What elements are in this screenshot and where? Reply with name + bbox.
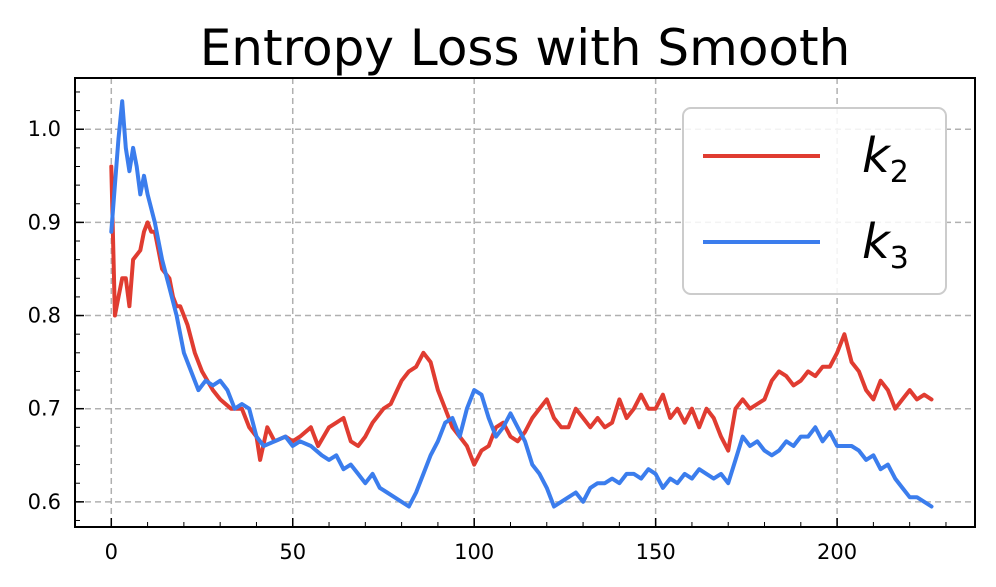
legend-label-k2: k2 — [862, 128, 909, 190]
x-tick-label: 200 — [817, 540, 857, 564]
y-tick-label: 1.0 — [28, 117, 61, 141]
series-line-k3 — [109, 99, 934, 509]
x-tick-label: 0 — [105, 540, 118, 564]
x-tick-label: 100 — [454, 540, 494, 564]
x-tick-label: 150 — [636, 540, 676, 564]
ticks: 0 50 100 150 200 0.6 0.7 0.8 0.9 1.0 — [28, 91, 947, 564]
legend-label-k3: k3 — [862, 214, 909, 276]
chart-title: Entropy Loss with Smooth — [200, 19, 851, 77]
y-tick-label: 0.8 — [28, 304, 61, 328]
x-tick-label: 50 — [279, 540, 306, 564]
y-tick-label: 0.7 — [28, 397, 61, 421]
y-tick-label: 0.6 — [28, 490, 61, 514]
series-line-k2 — [109, 164, 934, 467]
series-layer — [109, 99, 934, 509]
plot-frame — [74, 77, 976, 528]
y-tick-label: 0.9 — [28, 210, 61, 234]
